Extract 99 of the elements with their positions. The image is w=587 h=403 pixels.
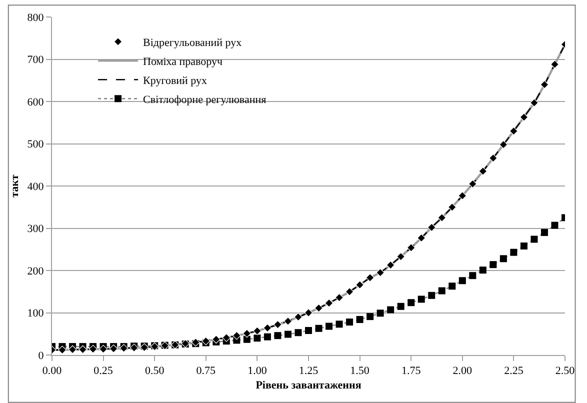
point (274, 320, 282, 329)
point (345, 287, 354, 296)
point (315, 324, 322, 332)
point (468, 180, 477, 188)
y-tick-label: 300 (27, 223, 44, 236)
point (222, 333, 231, 342)
point (397, 302, 404, 310)
y-tick-label: 0 (38, 350, 44, 362)
point (490, 261, 497, 268)
y-axis-title: такт (8, 174, 21, 198)
point (376, 268, 385, 277)
point (510, 126, 518, 136)
point (254, 334, 261, 342)
point (78, 345, 87, 354)
legend-label: Круговий рух (143, 74, 208, 87)
point (109, 344, 118, 353)
x-tick-label: 2.50 (555, 365, 576, 378)
y-tick-label: 700 (27, 54, 44, 66)
x-tick-label: 0.75 (196, 365, 216, 378)
y-tick-label: 800 (27, 12, 44, 24)
point (438, 213, 446, 222)
point (448, 282, 456, 290)
point (458, 192, 467, 200)
point (294, 329, 302, 336)
point (408, 299, 415, 306)
point (99, 344, 108, 354)
point (264, 333, 271, 340)
point (326, 322, 333, 330)
point (438, 287, 446, 294)
point (305, 327, 312, 334)
point (520, 112, 528, 122)
x-axis-title: Рівень завантаження (256, 379, 362, 392)
x-tick-label: 2.25 (504, 365, 524, 378)
x-tick-label: 2.00 (452, 365, 473, 378)
point (510, 248, 518, 256)
point (540, 80, 549, 89)
point (356, 316, 364, 324)
x-tick-label: 0.50 (144, 365, 165, 378)
point (469, 272, 476, 280)
x-tick-label: 1.25 (298, 365, 319, 378)
y-tick-label: 500 (27, 138, 44, 151)
point (274, 332, 282, 340)
point (304, 308, 313, 317)
point (479, 266, 486, 274)
y-tick-label: 200 (27, 265, 44, 278)
point (202, 336, 210, 346)
point (520, 242, 528, 250)
point (242, 329, 252, 338)
point (478, 167, 488, 176)
point (336, 320, 343, 328)
point (88, 344, 98, 354)
legend-label: Світлофорне регулювання (143, 94, 266, 106)
point (324, 298, 334, 308)
point (314, 304, 323, 312)
point (500, 255, 507, 262)
point (284, 330, 292, 338)
y-tick-label: 600 (27, 96, 44, 108)
point (294, 312, 302, 322)
x-tick-label: 1.75 (401, 365, 422, 378)
point (386, 260, 395, 270)
point (68, 345, 77, 354)
point (540, 228, 548, 236)
point (130, 344, 138, 352)
point (232, 331, 241, 340)
point (458, 277, 466, 284)
point (263, 324, 272, 332)
point (551, 222, 558, 229)
point (418, 296, 425, 303)
point (427, 223, 436, 232)
legend-label: Поміха праворуч (143, 56, 224, 68)
point (366, 313, 374, 320)
point (376, 310, 384, 317)
x-tick-label: 0.25 (94, 365, 114, 378)
y-tick-label: 100 (27, 308, 44, 320)
point (58, 346, 66, 354)
point (243, 336, 250, 343)
point (499, 140, 508, 149)
point (428, 292, 436, 299)
point (406, 243, 416, 252)
y-tick-label: 400 (27, 180, 44, 193)
point (550, 60, 559, 69)
point (530, 98, 538, 107)
point (212, 335, 220, 344)
point (335, 293, 344, 302)
point (448, 202, 456, 212)
point (417, 234, 426, 242)
x-tick-label: 1.50 (350, 365, 370, 378)
point (356, 280, 364, 290)
point (387, 306, 394, 314)
point (530, 236, 538, 243)
x-tick-label: 0.00 (42, 365, 62, 378)
x-tick-label: 1.00 (248, 365, 268, 378)
point (346, 318, 354, 326)
point (284, 317, 292, 326)
point (396, 252, 406, 261)
point (253, 326, 262, 336)
point (366, 273, 374, 282)
point (488, 154, 498, 162)
legend-label: Відрегульований рух (143, 36, 242, 49)
